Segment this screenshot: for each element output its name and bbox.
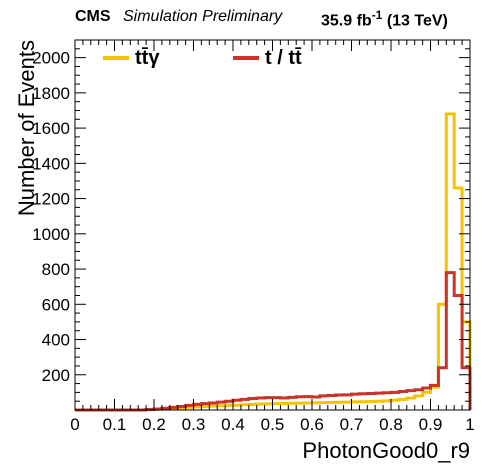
series-layer bbox=[75, 112, 472, 412]
legend-item-top: t / tt̄ bbox=[233, 44, 302, 72]
y-tick-label: 800 bbox=[42, 260, 70, 279]
x-tick-label: 0.5 bbox=[261, 415, 285, 434]
y-tick-label: 2000 bbox=[32, 49, 70, 68]
x-tick-label: 1 bbox=[465, 415, 474, 434]
y-axis-label: Number of Events bbox=[14, 40, 39, 216]
legend-label-top: t / tt̄ bbox=[265, 46, 302, 69]
y-tick-label: 1200 bbox=[32, 190, 70, 209]
y-tick-label: 200 bbox=[42, 366, 70, 385]
series-line-0 bbox=[75, 112, 472, 412]
lumi-value: 35.9 fb bbox=[321, 12, 372, 30]
x-axis-label: PhotonGood0_r9 bbox=[302, 438, 470, 463]
legend-label-ttgamma: tt̄γ bbox=[135, 46, 160, 69]
ticks-layer bbox=[74, 40, 471, 410]
y-tick-label: 400 bbox=[42, 331, 70, 350]
y-tick-label: 600 bbox=[42, 295, 70, 314]
x-tick-label: 0.9 bbox=[419, 415, 443, 434]
x-tick-label: 0.1 bbox=[103, 415, 127, 434]
y-tick-label: 1400 bbox=[32, 154, 70, 173]
y-tick-label: 1800 bbox=[32, 84, 70, 103]
x-tick-label: 0.7 bbox=[340, 415, 364, 434]
x-tick-label: 0.3 bbox=[182, 415, 206, 434]
tick-labels-layer: 0 0.1 0.2 0.3 0.4 0.5 0.6 0.7 0.8 0.9 120040060080… bbox=[32, 49, 475, 434]
x-tick-label: 0.2 bbox=[142, 415, 166, 434]
legend-swatch-ttgamma bbox=[103, 56, 129, 60]
x-tick-label: 0 bbox=[70, 415, 79, 434]
lumi-label: 35.9 fb-1 (13 TeV) bbox=[321, 8, 448, 30]
status-label: Simulation Preliminary bbox=[123, 8, 283, 25]
x-tick-label: 0.8 bbox=[379, 415, 403, 434]
lumi-exponent: -1 bbox=[371, 8, 383, 22]
x-tick-label: 0.4 bbox=[221, 415, 245, 434]
legend-swatch-top bbox=[233, 56, 259, 60]
y-tick-label: 1600 bbox=[32, 119, 70, 138]
legend-item-ttgamma: tt̄γ bbox=[103, 44, 159, 72]
plot-frame bbox=[74, 39, 471, 411]
x-tick-label: 0.6 bbox=[300, 415, 324, 434]
energy-label: (13 TeV) bbox=[386, 12, 448, 30]
y-tick-label: 1000 bbox=[32, 225, 70, 244]
experiment-label: CMS bbox=[75, 8, 111, 25]
series-line-1 bbox=[75, 271, 472, 412]
